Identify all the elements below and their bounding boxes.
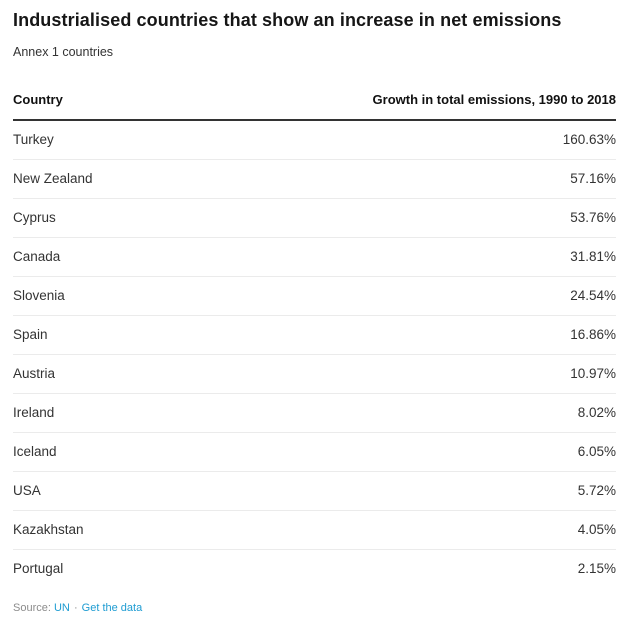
column-header-country: Country <box>13 80 162 121</box>
growth-value-cell: 160.63% <box>562 132 616 147</box>
get-the-data-link[interactable]: Get the data <box>81 602 143 614</box>
country-cell: Kazakhstan <box>13 510 162 550</box>
table-header-row: Country Growth in total emissions, 1990 … <box>13 80 616 121</box>
growth-value-cell: 57.16% <box>161 159 616 199</box>
table-row: USA 5.72% <box>13 471 616 511</box>
table-row: Spain 16.86% <box>13 315 616 355</box>
source-link[interactable]: UN <box>53 602 70 614</box>
chart-subtitle: Annex 1 countries <box>13 45 114 59</box>
country-cell: New Zealand <box>13 159 162 199</box>
table-row: Kazakhstan 4.05% <box>13 510 616 550</box>
table-row: New Zealand 57.16% <box>13 159 616 199</box>
chart-container: Industrialised countries that show an in… <box>13 10 616 615</box>
country-cell: Austria <box>13 354 162 394</box>
column-header-growth: Growth in total emissions, 1990 to 2018 <box>161 80 616 121</box>
growth-value-cell: 10.97% <box>161 354 616 394</box>
country-cell: Ireland <box>13 393 162 433</box>
growth-value-cell: 8.02% <box>161 393 616 433</box>
table-row: Austria 10.97% <box>13 354 616 394</box>
growth-value-cell: 5.72% <box>161 471 616 511</box>
footer-separator: · <box>73 602 78 614</box>
chart-title: Industrialised countries that show an in… <box>13 10 562 30</box>
country-cell: Cyprus <box>13 198 162 238</box>
country-cell: Slovenia <box>13 276 162 316</box>
source-label: Source: <box>13 602 51 614</box>
country-cell: Turkey <box>13 132 54 147</box>
country-cell: Portugal <box>13 549 162 588</box>
growth-value-cell: 24.54% <box>161 276 616 316</box>
country-cell: USA <box>13 471 162 511</box>
data-table: Country Growth in total emissions, 1990 … <box>13 80 616 588</box>
country-cell: Iceland <box>13 432 162 472</box>
table-row: Cyprus 53.76% <box>13 198 616 238</box>
footer: Source: UN · Get the data <box>13 602 616 615</box>
table-row: Canada 31.81% <box>13 237 616 277</box>
table-body: Turkey 160.63% New Zealand 57.16% Cyprus 53.7… <box>13 120 616 588</box>
growth-value-cell: 16.86% <box>161 315 616 355</box>
table-row: Slovenia 24.54% <box>13 276 616 316</box>
table-row: Portugal 2.15% <box>13 549 616 588</box>
growth-value-cell: 53.76% <box>161 198 616 238</box>
table-row: Ireland 8.02% <box>13 393 616 433</box>
growth-value-cell: 4.05% <box>161 510 616 550</box>
table-row: Turkey 160.63% <box>13 120 616 160</box>
table-row: Iceland 6.05% <box>13 432 616 472</box>
country-cell: Spain <box>13 315 162 355</box>
growth-value-cell: 31.81% <box>161 237 616 277</box>
growth-value-cell: 6.05% <box>161 432 616 472</box>
country-cell: Canada <box>13 237 162 277</box>
table-header: Country Growth in total emissions, 1990 … <box>13 80 616 121</box>
growth-value-cell: 2.15% <box>161 549 616 588</box>
